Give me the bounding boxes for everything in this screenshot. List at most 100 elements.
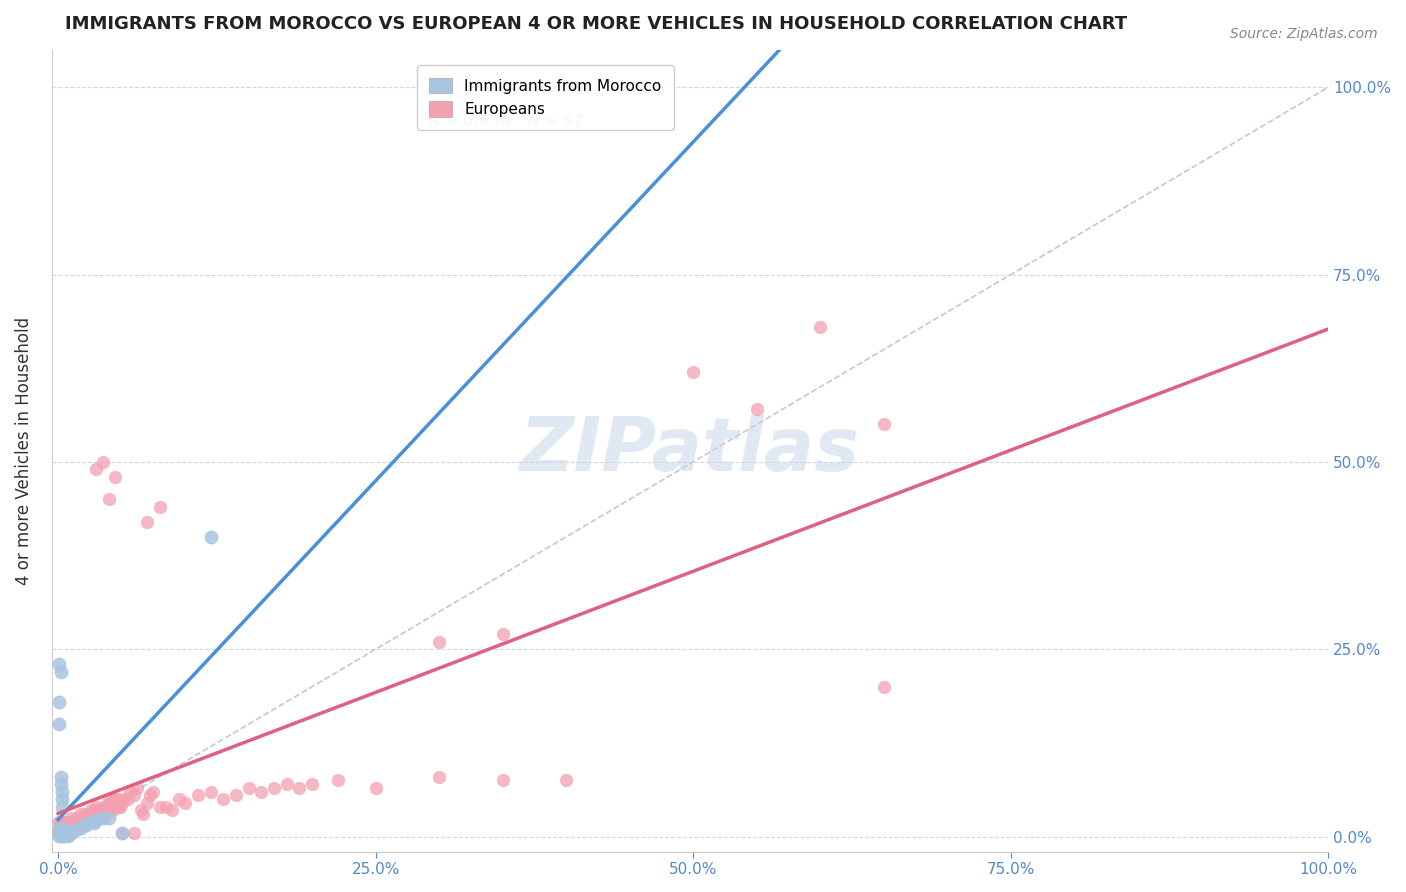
Point [53, 829, 76, 843]
Point [745, 402, 768, 417]
Point [138, 789, 160, 803]
Point [682, 365, 704, 379]
Y-axis label: 4 or more Vehicles in Household: 4 or more Vehicles in Household [15, 317, 32, 585]
Point [91, 799, 114, 814]
Point [48, 822, 70, 836]
Point [107, 792, 129, 806]
Text: R = 0.652   N = 36: R = 0.652 N = 36 [429, 82, 585, 97]
Point [87, 803, 110, 817]
Point [101, 803, 124, 817]
Point [136, 796, 159, 810]
Point [59, 826, 82, 840]
Point [62, 814, 84, 829]
Point [56, 828, 79, 842]
Point [70, 811, 93, 825]
Point [104, 792, 127, 806]
Point [66, 822, 89, 836]
Point [51, 822, 73, 836]
Point [93, 803, 115, 817]
Point [250, 784, 273, 798]
Point [62, 823, 84, 838]
Point [136, 515, 159, 529]
Point [124, 789, 146, 803]
Point [125, 780, 148, 795]
Point [55, 822, 77, 836]
Point [53, 814, 76, 829]
Point [51, 792, 73, 806]
Point [63, 818, 86, 832]
Point [110, 799, 132, 814]
Point [117, 792, 139, 806]
Point [79, 814, 101, 829]
Point [212, 792, 235, 806]
Point [84, 813, 107, 827]
Point [51, 829, 73, 843]
Point [59, 811, 82, 825]
Point [110, 826, 132, 840]
Point [49, 770, 72, 784]
Point [83, 816, 105, 830]
Point [56, 814, 79, 829]
Point [72, 807, 94, 822]
Point [276, 777, 298, 791]
Point [200, 530, 222, 544]
Point [48, 814, 70, 829]
Point [51, 799, 73, 814]
Point [326, 773, 349, 788]
Point [142, 784, 165, 798]
Point [491, 627, 513, 641]
Point [80, 803, 103, 817]
Point [65, 814, 87, 829]
Point [301, 777, 323, 791]
Point [51, 784, 73, 798]
Point [49, 822, 72, 836]
Text: ZIPatlas: ZIPatlas [520, 414, 860, 487]
Legend: Immigrants from Morocco, Europeans: Immigrants from Morocco, Europeans [416, 65, 673, 129]
Point [52, 828, 75, 842]
Point [94, 807, 117, 822]
Point [364, 780, 387, 795]
Point [67, 814, 90, 829]
Text: IMMIGRANTS FROM MOROCCO VS EUROPEAN 4 OR MORE VEHICLES IN HOUSEHOLD CORRELATION : IMMIGRANTS FROM MOROCCO VS EUROPEAN 4 OR… [65, 15, 1126, 33]
Point [48, 695, 70, 709]
Point [98, 796, 121, 810]
Point [97, 811, 120, 825]
Point [162, 803, 184, 817]
Point [84, 799, 107, 814]
Point [60, 822, 83, 836]
Point [91, 811, 114, 825]
Point [90, 811, 112, 825]
Point [427, 634, 450, 648]
Point [51, 822, 73, 836]
Point [48, 657, 70, 672]
Point [72, 818, 94, 832]
Point [48, 717, 70, 731]
Point [238, 780, 260, 795]
Point [97, 792, 120, 806]
Point [105, 796, 128, 810]
Point [167, 792, 190, 806]
Point [872, 680, 894, 694]
Point [872, 417, 894, 432]
Point [84, 462, 107, 476]
Point [174, 796, 197, 810]
Point [491, 773, 513, 788]
Point [79, 807, 101, 822]
Text: Source: ZipAtlas.com: Source: ZipAtlas.com [1230, 27, 1378, 41]
Point [149, 799, 172, 814]
Point [48, 814, 70, 829]
Text: R = 0.630   N = 97: R = 0.630 N = 97 [429, 114, 585, 129]
Point [48, 829, 70, 843]
Point [129, 803, 152, 817]
Point [124, 826, 146, 840]
Point [70, 811, 93, 825]
Point [200, 784, 222, 798]
Point [73, 814, 96, 829]
Point [48, 826, 70, 840]
Point [48, 822, 70, 836]
Point [76, 814, 98, 829]
Point [83, 811, 105, 825]
Point [75, 818, 97, 832]
Point [66, 811, 89, 825]
Point [75, 811, 97, 825]
